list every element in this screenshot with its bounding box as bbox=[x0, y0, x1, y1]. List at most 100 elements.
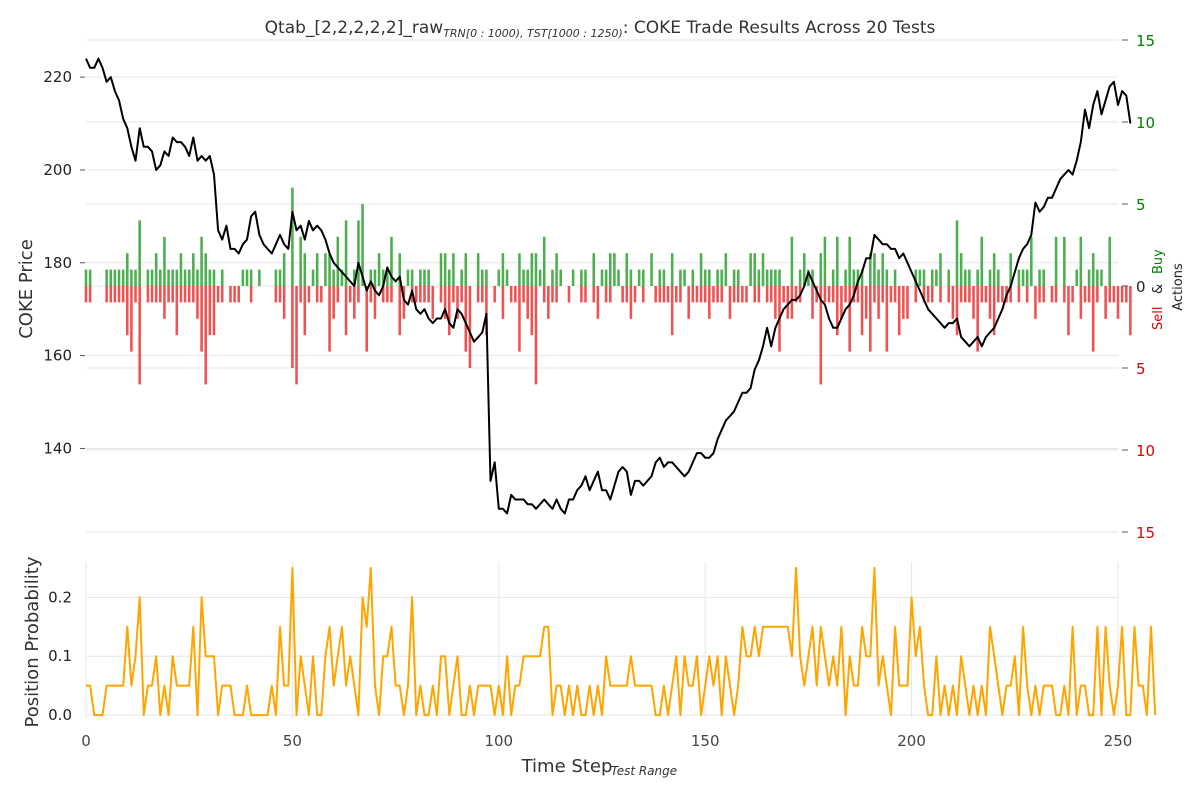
sell-bar bbox=[105, 286, 108, 303]
buy-bar bbox=[571, 269, 575, 286]
buy-bar bbox=[848, 236, 851, 286]
buy-bar bbox=[220, 269, 224, 286]
sell-bar bbox=[658, 286, 662, 303]
sell-bar bbox=[567, 286, 571, 303]
buy-bar bbox=[699, 253, 703, 286]
sell-bar bbox=[976, 286, 979, 352]
buy-bar bbox=[836, 236, 839, 286]
sell-bar bbox=[877, 286, 880, 319]
buy-bar bbox=[551, 269, 554, 286]
y-axis-label-probability: Position Probability bbox=[22, 556, 43, 727]
buy-bar bbox=[819, 253, 823, 286]
prob-tick-label: 0.0 bbox=[48, 706, 72, 724]
probability-line-group bbox=[86, 566, 1157, 717]
bottom-grid bbox=[85, 562, 1119, 718]
sell-bar bbox=[320, 286, 323, 303]
sell-bar bbox=[860, 286, 864, 336]
buy-bar bbox=[997, 269, 1000, 286]
sell-bar bbox=[509, 286, 513, 303]
buy-bar bbox=[757, 269, 761, 286]
buy-bar bbox=[291, 187, 294, 286]
buy-bar bbox=[650, 253, 653, 286]
sell-bar bbox=[526, 286, 529, 319]
buy-bar bbox=[340, 269, 344, 286]
sell-bar bbox=[633, 286, 637, 303]
sell-bar bbox=[753, 286, 757, 303]
sell-bar bbox=[786, 286, 790, 319]
buy-bar bbox=[732, 269, 736, 286]
buy-bar bbox=[353, 269, 356, 286]
sell-bar bbox=[150, 286, 154, 303]
buy-bar bbox=[299, 236, 302, 286]
price-line bbox=[85, 57, 1132, 515]
buy-bar bbox=[324, 253, 327, 286]
buy-bar bbox=[736, 269, 740, 286]
sell-bar bbox=[608, 286, 612, 303]
actions-tick-label: 15 bbox=[1136, 524, 1155, 542]
buy-bar bbox=[1075, 269, 1078, 286]
sell-bar bbox=[278, 286, 282, 303]
title-subscript: TRN[0 : 1000), TST[1000 : 1250) bbox=[443, 27, 623, 40]
sell-bar bbox=[192, 286, 195, 303]
buy-bar bbox=[947, 269, 951, 286]
buy-bar bbox=[860, 269, 864, 286]
sell-bar bbox=[885, 286, 889, 352]
buy-bar bbox=[893, 269, 897, 286]
sell-bar bbox=[889, 286, 893, 303]
buy-bar bbox=[134, 269, 137, 286]
sell-bar bbox=[712, 286, 715, 303]
buy-bar bbox=[130, 269, 133, 286]
buy-bar bbox=[802, 253, 806, 286]
sell-bar bbox=[774, 286, 777, 319]
buy-bar bbox=[555, 253, 558, 286]
buy-bar bbox=[580, 269, 583, 286]
sell-bar bbox=[951, 286, 955, 319]
buy-bar bbox=[1096, 269, 1099, 286]
sell-bar bbox=[675, 286, 678, 303]
x-tick-label: 150 bbox=[691, 732, 720, 750]
buy-bar bbox=[877, 269, 880, 286]
sell-bar bbox=[460, 286, 463, 303]
buy-bar bbox=[163, 236, 166, 286]
sell-bar bbox=[196, 286, 199, 319]
price-tick-label: 200 bbox=[43, 161, 72, 179]
sell-bar bbox=[138, 286, 141, 385]
buy-bar bbox=[1108, 236, 1112, 286]
sell-bar bbox=[902, 286, 905, 319]
buy-bar bbox=[274, 269, 278, 286]
buy-bar bbox=[526, 269, 529, 286]
buy-bar bbox=[88, 269, 92, 286]
sell-bar bbox=[984, 286, 988, 303]
sell-bar bbox=[282, 286, 286, 319]
buy-bar bbox=[600, 269, 604, 286]
sell-bar bbox=[542, 286, 546, 303]
buy-bar bbox=[629, 269, 633, 286]
sell-bar bbox=[988, 286, 992, 319]
buy-bar bbox=[84, 269, 88, 286]
actions-tick-label: 0 bbox=[1136, 278, 1146, 296]
actions-label-amp: & bbox=[1151, 284, 1166, 294]
sell-bar bbox=[204, 286, 207, 385]
sell-bar bbox=[1087, 286, 1091, 303]
price-tick-label: 180 bbox=[43, 254, 72, 272]
x-tick-label: 50 bbox=[283, 732, 302, 750]
actions-tick-label: 5 bbox=[1136, 196, 1146, 214]
sell-bar bbox=[216, 286, 220, 303]
buy-bar bbox=[761, 253, 765, 286]
buy-bar bbox=[852, 269, 856, 286]
x-tick-label: 250 bbox=[1104, 732, 1133, 750]
sell-bar bbox=[431, 286, 435, 319]
sell-bar bbox=[980, 286, 984, 303]
buy-bar bbox=[914, 269, 918, 286]
sell-bar bbox=[947, 286, 951, 303]
sell-bar bbox=[237, 286, 241, 303]
buy-bar bbox=[873, 253, 876, 286]
sell-bar bbox=[1104, 286, 1107, 319]
buy-bar bbox=[765, 269, 769, 286]
buy-bar bbox=[1054, 236, 1058, 286]
sell-bar bbox=[291, 286, 294, 368]
price-tick-label: 160 bbox=[43, 347, 72, 365]
sell-bar bbox=[456, 286, 459, 319]
sell-bar bbox=[534, 286, 538, 385]
buy-bar bbox=[336, 236, 340, 286]
